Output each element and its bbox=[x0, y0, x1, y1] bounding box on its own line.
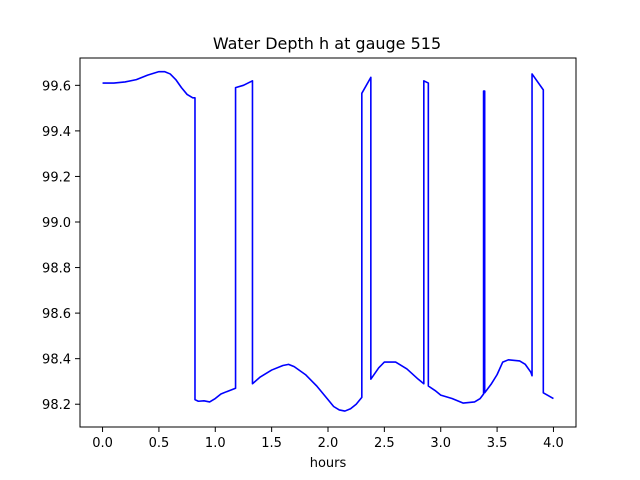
y-tick-label: 98.6 bbox=[42, 307, 71, 322]
y-tick-label: 99.2 bbox=[42, 170, 71, 185]
x-tick-label: 0.5 bbox=[149, 436, 170, 451]
x-axis-label: hours bbox=[310, 456, 347, 471]
y-axis-ticks: 98.2 98.4 98.6 98.8 99.0 99.2 99.4 99.6 bbox=[42, 79, 80, 413]
y-tick-label: 98.4 bbox=[42, 353, 71, 368]
x-tick-label: 1.5 bbox=[261, 436, 282, 451]
plot-frame bbox=[79, 57, 577, 428]
x-tick-label: 3.5 bbox=[487, 436, 508, 451]
x-tick-label: 2.0 bbox=[318, 436, 339, 451]
plot-area bbox=[80, 58, 576, 427]
x-tick-label: 4.0 bbox=[543, 436, 564, 451]
x-tick-label: 2.5 bbox=[374, 436, 395, 451]
y-tick-label: 99.0 bbox=[42, 216, 71, 231]
series-line-0 bbox=[102, 70, 554, 412]
chart-title: Water Depth h at gauge 515 bbox=[213, 34, 441, 53]
x-axis-ticks: 0.0 0.5 1.0 1.5 2.0 2.5 3.0 3.5 4.0 bbox=[92, 427, 564, 451]
x-tick-label: 0.0 bbox=[92, 436, 113, 451]
y-tick-label: 99.6 bbox=[42, 79, 71, 94]
x-tick-label: 1.0 bbox=[205, 436, 226, 451]
y-tick-label: 98.2 bbox=[42, 398, 71, 413]
y-tick-label: 98.8 bbox=[42, 262, 71, 277]
y-tick-label: 99.4 bbox=[42, 125, 71, 140]
series-layer bbox=[102, 70, 554, 412]
x-tick-label: 3.0 bbox=[430, 436, 451, 451]
